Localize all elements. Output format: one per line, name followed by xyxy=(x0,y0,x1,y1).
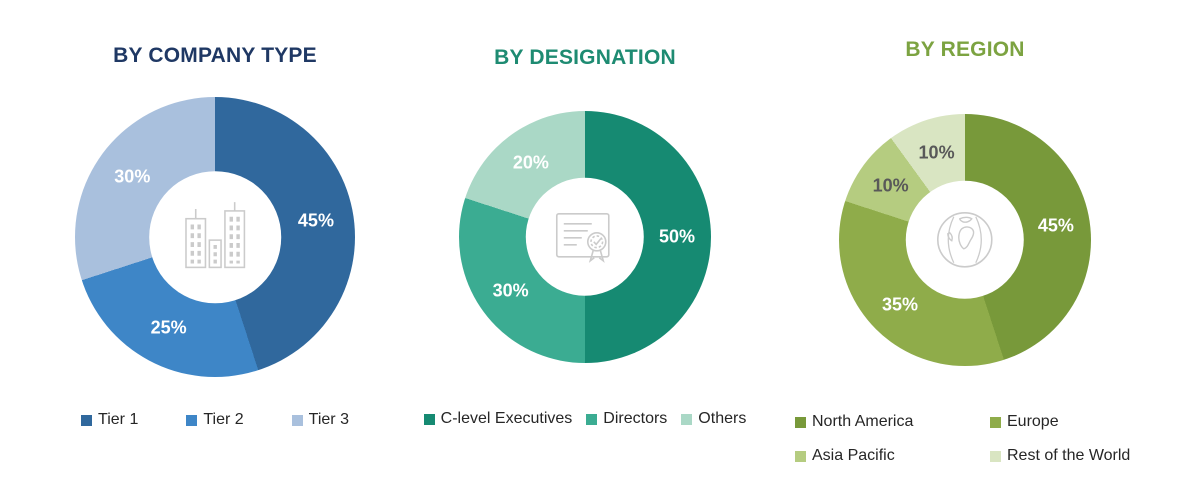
slice-data-label: 20% xyxy=(512,152,549,173)
legend-label: C-level Executives xyxy=(440,410,573,427)
slice-data-label: 10% xyxy=(872,175,909,196)
slice-data-label: 50% xyxy=(658,226,695,247)
donut-region: 45% 35% 10% 10% xyxy=(839,114,1091,366)
slice-data-label: 45% xyxy=(1037,215,1074,236)
legend-label: Tier 1 xyxy=(98,411,139,428)
slice-data-label: 30% xyxy=(492,280,529,301)
legend-swatch xyxy=(795,416,806,428)
slice-data-label: 45% xyxy=(297,210,334,231)
buildings-icon xyxy=(185,201,245,268)
legend-label: Europe xyxy=(1007,413,1059,430)
legend-item-tier2: Tier 2 xyxy=(186,411,244,429)
chart-region: BY REGION 45% 35% 10% 10% North America xyxy=(775,38,1155,465)
legend-swatch xyxy=(795,450,806,462)
legend-label: Asia Pacific xyxy=(812,447,895,464)
chart-title-designation: BY DESIGNATION xyxy=(494,46,676,69)
donut-company-type: 45% 25% 30% xyxy=(75,97,355,377)
legend-label: Tier 3 xyxy=(308,411,349,428)
legend-item-directors: Directors xyxy=(586,410,667,428)
chart-title-company-type: BY COMPANY TYPE xyxy=(113,44,317,67)
legend-item-others: Others xyxy=(681,410,746,428)
legend-swatch xyxy=(586,413,598,425)
legend-item-asia-pacific: Asia Pacific xyxy=(795,447,990,465)
legend-item-rest-of-world: Rest of the World xyxy=(990,447,1130,465)
legend-swatch xyxy=(990,416,1001,428)
donut-hole xyxy=(149,171,281,303)
legend-item-north-america: North America xyxy=(795,413,990,431)
legend-item-clevel: C-level Executives xyxy=(423,410,573,428)
donut-hole xyxy=(905,180,1025,300)
legend-designation: C-level Executives Directors Others xyxy=(400,410,770,428)
legend-company-type: Tier 1 Tier 2 Tier 3 xyxy=(25,411,405,429)
chart-title-region: BY REGION xyxy=(905,38,1025,61)
legend-label: Rest of the World xyxy=(1007,447,1131,464)
chart-company-type: BY COMPANY TYPE 45% 25% 30% xyxy=(25,44,405,429)
legend-label: North America xyxy=(812,413,914,430)
legend-label: Others xyxy=(698,410,747,427)
legend-item-europe: Europe xyxy=(990,413,1130,431)
legend-label: Tier 2 xyxy=(203,411,244,428)
legend-region: North America Europe Asia Pacific Rest o… xyxy=(775,413,1155,465)
slice-data-label: 35% xyxy=(881,294,918,315)
slice-data-label: 30% xyxy=(114,166,151,187)
legend-swatch xyxy=(681,413,693,425)
slice-data-label: 25% xyxy=(150,317,187,338)
legend-swatch xyxy=(81,414,93,426)
legend-swatch xyxy=(186,414,198,426)
legend-swatch xyxy=(990,450,1001,462)
donut-hole xyxy=(525,177,645,297)
globe-icon xyxy=(937,212,993,268)
certificate-icon xyxy=(556,213,610,264)
legend-item-tier1: Tier 1 xyxy=(81,411,138,429)
legend-swatch xyxy=(423,413,435,425)
slice-data-label: 10% xyxy=(918,142,955,163)
donut-designation: 50% 30% 20% xyxy=(459,111,711,363)
legend-swatch xyxy=(291,414,303,426)
chart-designation: BY DESIGNATION 50% 30% 20% C-leve xyxy=(400,46,770,428)
legend-label: Directors xyxy=(603,410,668,427)
legend-item-tier3: Tier 3 xyxy=(291,411,349,429)
